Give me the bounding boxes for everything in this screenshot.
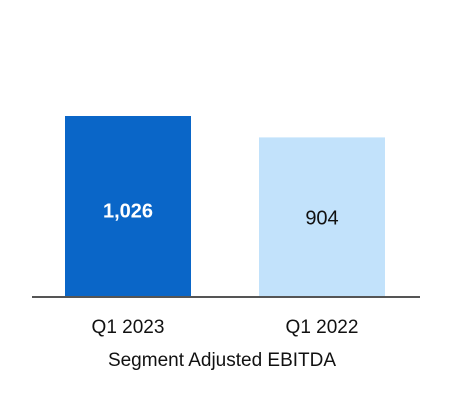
bar-q1-2023 [65,116,191,296]
data-label-q1-2023: 1,026 [103,200,153,222]
x-axis-title: Segment Adjusted EBITDA [108,350,336,371]
category-labels: Q1 2023 Q1 2022 [92,317,359,338]
bars-group: 1,026 904 [65,116,385,296]
bar-q1-2022 [259,137,385,296]
category-label-q1-2023: Q1 2023 [92,317,165,338]
category-label-q1-2022: Q1 2022 [286,317,359,338]
data-label-q1-2022: 904 [305,207,338,229]
